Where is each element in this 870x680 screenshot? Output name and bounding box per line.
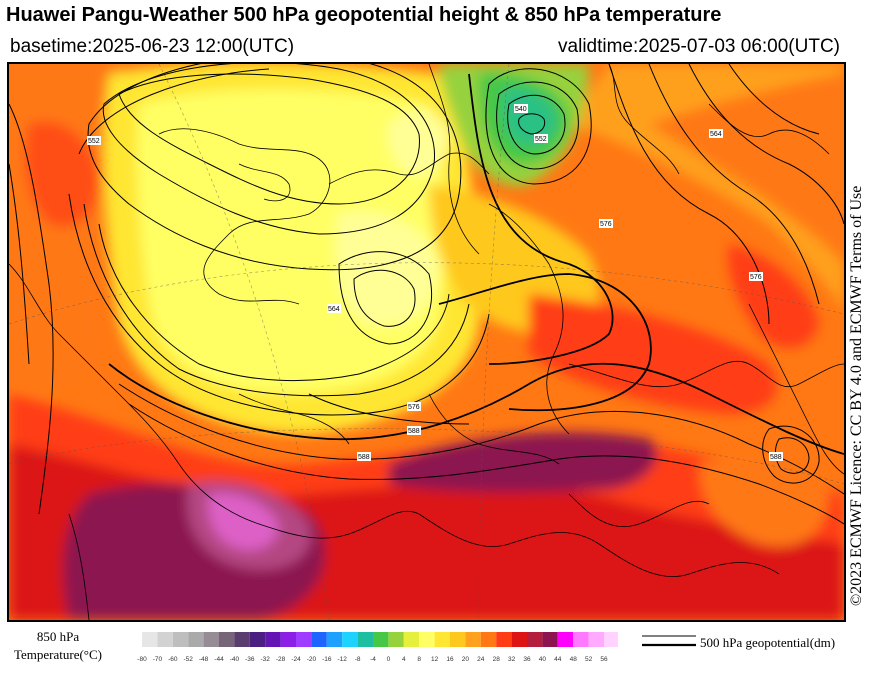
contour-label: 540 xyxy=(515,106,527,113)
colorbar-tick-label: -36 xyxy=(245,656,255,663)
colorbar-tick-label: -4 xyxy=(370,656,376,663)
colorbar-tick-label: 40 xyxy=(539,656,547,663)
colorbar-swatch xyxy=(573,632,589,647)
colorbar-swatch xyxy=(588,632,604,647)
colorbar-tick-label: 56 xyxy=(600,656,608,663)
contour-labels: 552 564 576 588 588 576 564 552 540 576 … xyxy=(87,104,783,461)
contour-label: 588 xyxy=(408,428,420,435)
colorbar-tick-label: 52 xyxy=(585,656,593,663)
colorbar-tick-label: -52 xyxy=(183,656,193,663)
colorbar-swatch xyxy=(557,632,574,647)
colorbar-tick-label: 24 xyxy=(477,656,485,663)
colorbar-swatch xyxy=(511,632,527,647)
colorbar-swatch xyxy=(311,632,327,647)
contour-label: 588 xyxy=(770,454,782,461)
colorbar-tick-label: -44 xyxy=(214,656,224,663)
colorbar-tick-label: 4 xyxy=(402,656,406,663)
geopotential-legend-label: 500 hPa geopotential(dm) xyxy=(700,635,836,650)
colorbar-swatch xyxy=(296,632,312,647)
geopotential-contours xyxy=(9,64,844,525)
validtime-label: validtime:2025-07-03 06:00(UTC) xyxy=(558,36,840,57)
colorbar-swatch xyxy=(326,632,343,647)
colorbar-swatch xyxy=(604,632,618,647)
colorbar-tick-label: 20 xyxy=(462,656,470,663)
colorbar-swatch xyxy=(496,632,512,647)
colorbar-swatch xyxy=(480,632,497,647)
colorbar-swatch xyxy=(465,632,481,647)
legend-title-line1: 850 hPa xyxy=(36,629,80,644)
colorbar-tick-label: 44 xyxy=(554,656,562,663)
colorbar-tick-label: -8 xyxy=(355,656,361,663)
contour-label: 552 xyxy=(88,138,100,145)
map-title: Huawei Pangu-Weather 500 hPa geopotentia… xyxy=(6,4,722,26)
colorbar-tick-label: 48 xyxy=(570,656,578,663)
contour-label: 576 xyxy=(600,221,612,228)
colorbar-swatch xyxy=(219,632,235,647)
colorbar-tick-label: 36 xyxy=(523,656,531,663)
coastlines xyxy=(9,64,844,620)
contour-label: 576 xyxy=(408,404,420,411)
colorbar-tick-label: 16 xyxy=(446,656,454,663)
contour-label: 564 xyxy=(328,306,340,313)
colorbar-swatch xyxy=(542,632,558,647)
contour-label: 576 xyxy=(750,274,762,281)
colorbar-tick-label: -32 xyxy=(260,656,270,663)
colorbar-swatch xyxy=(342,632,358,647)
colorbar-tick-label: -80 xyxy=(137,656,147,663)
colorbar-swatch xyxy=(527,632,543,647)
basetime-label: basetime:2025-06-23 12:00(UTC) xyxy=(10,36,295,57)
colorbar-swatch xyxy=(188,632,204,647)
colorbar-swatch xyxy=(434,632,450,647)
colorbar-swatch xyxy=(450,632,466,647)
colorbar-swatch xyxy=(157,632,173,647)
colorbar-tick-label: 8 xyxy=(417,656,421,663)
colorbar-tick-label: -28 xyxy=(276,656,286,663)
colorbar-swatch xyxy=(357,632,373,647)
colorbar-swatch xyxy=(388,632,404,647)
colorbar-swatch xyxy=(142,632,158,647)
colorbar-swatch xyxy=(265,632,281,647)
colorbar-swatch xyxy=(403,632,420,647)
colorbar-tick-label: -16 xyxy=(322,656,332,663)
map-canvas: 552 564 576 588 588 576 564 552 540 576 … xyxy=(9,64,844,620)
contour-label: 552 xyxy=(535,136,547,143)
colorbar-tick-label: -20 xyxy=(307,656,317,663)
colorbar-tick-label: 0 xyxy=(387,656,391,663)
colorbar-swatch xyxy=(203,632,219,647)
license-credit: ©2023 ECMWF Licence: CC BY 4.0 and ECMWF… xyxy=(848,185,865,606)
contour-label: 588 xyxy=(358,454,370,461)
graticule xyxy=(9,64,844,620)
colorbar-tick-label: 28 xyxy=(493,656,501,663)
colorbar-swatch xyxy=(373,632,389,647)
colorbar-swatch xyxy=(249,632,266,647)
geopotential-legend-lines xyxy=(642,635,696,647)
colorbar-swatch xyxy=(280,632,296,647)
contour-label: 564 xyxy=(710,131,722,138)
colorbar-tick-label: -40 xyxy=(230,656,240,663)
colorbar-swatch xyxy=(234,632,250,647)
colorbar-tick-label: -60 xyxy=(168,656,178,663)
colorbar-tick-label: 32 xyxy=(508,656,516,663)
colorbar-tick-label: -12 xyxy=(337,656,347,663)
colorbar-tick-label: -24 xyxy=(291,656,301,663)
colorbar-swatch xyxy=(172,632,189,647)
legend-title-line2: Temperature(°C) xyxy=(13,647,103,662)
colorbar-tick-label: -48 xyxy=(199,656,209,663)
legend-title: 850 hPa Temperature(°C) xyxy=(6,628,110,664)
colorbar-swatch xyxy=(419,632,435,647)
temperature-colorbar: -80 -70 -60 -52 -48 -44 -40 -36 -32 -28 -24 -20 -16-… xyxy=(137,632,618,663)
forecast-map: 552 564 576 588 588 576 564 552 540 576 … xyxy=(7,62,846,622)
colorbar-tick-label: -70 xyxy=(153,656,163,663)
colorbar-tick-label: 12 xyxy=(431,656,439,663)
